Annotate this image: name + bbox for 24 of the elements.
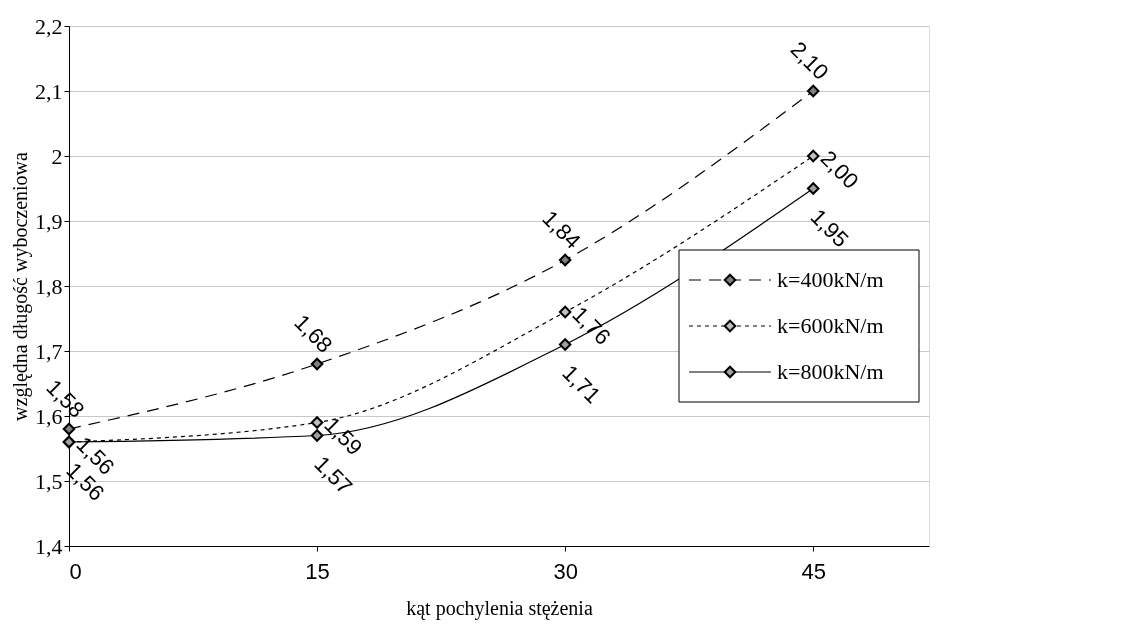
x-tick-label: 45 <box>801 558 826 584</box>
data-label: 2,10 <box>785 36 834 85</box>
data-label: 1,95 <box>805 204 854 253</box>
data-label: 1,68 <box>289 309 338 358</box>
x-tick-label: 30 <box>553 558 578 584</box>
y-axis-title: względna długość wyboczeniowa <box>9 151 32 421</box>
y-tick-label: 1,9 <box>35 208 63 234</box>
data-label: 2,00 <box>815 145 864 194</box>
x-axis-title: kąt pochylenia stężenia <box>406 596 593 620</box>
legend-label: k=600kN/m <box>777 313 884 338</box>
data-label: 1,76 <box>567 301 616 350</box>
y-tick-label: 1,5 <box>35 468 63 494</box>
x-tick-label: 15 <box>305 558 330 584</box>
y-tick-label: 2,1 <box>35 78 63 104</box>
legend-label: k=800kN/m <box>777 359 884 384</box>
y-tick-label: 2,2 <box>35 13 63 39</box>
data-label: 1,71 <box>557 360 606 409</box>
y-tick-label: 2 <box>51 143 63 169</box>
y-tick-label: 1,8 <box>35 273 63 299</box>
y-tick-label: 1,4 <box>35 533 63 559</box>
x-tick-label: 0 <box>69 558 82 584</box>
legend-label: k=400kN/m <box>777 267 884 292</box>
data-label: 1,84 <box>537 205 586 254</box>
y-tick-label: 1,7 <box>35 338 63 364</box>
